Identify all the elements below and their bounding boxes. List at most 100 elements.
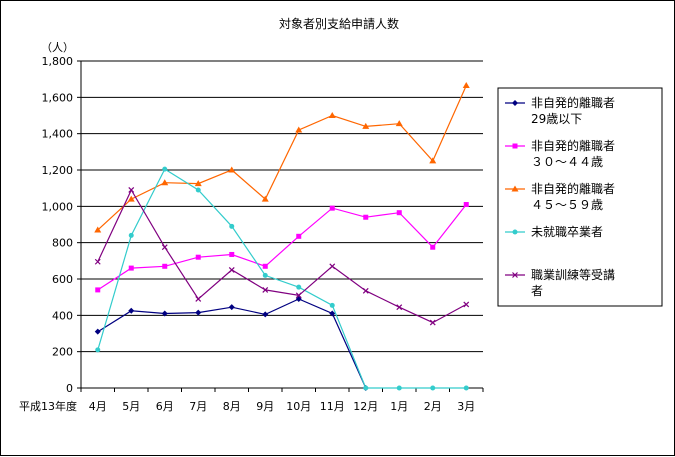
data-point-series-4 — [262, 272, 268, 278]
data-point-series-5 — [429, 319, 436, 326]
data-point-series-4 — [296, 284, 302, 290]
legend-label: 未就職卒業者 — [531, 225, 603, 239]
data-point-series-5 — [161, 244, 168, 251]
data-point-series-1 — [94, 328, 101, 335]
data-point-series-5 — [362, 287, 369, 294]
legend-marker-2 — [512, 143, 518, 149]
y-tick-label: 1,200 — [42, 164, 74, 177]
x-tick-label: 6月 — [156, 400, 174, 413]
y-tick-label: 1,400 — [42, 128, 74, 141]
x-tick-label: 3月 — [457, 400, 475, 413]
data-point-series-2 — [229, 251, 235, 257]
series-line-3 — [97, 85, 467, 231]
data-point-series-3 — [395, 120, 403, 127]
legend-label: ４５～５９歳 — [531, 198, 603, 212]
x-tick-label: 8月 — [223, 400, 241, 413]
data-point-series-5 — [262, 286, 269, 293]
data-point-series-3 — [161, 179, 169, 186]
y-axis-unit-label: （人） — [41, 41, 74, 54]
y-tick-label: 200 — [52, 346, 73, 359]
x-tick-label: 11月 — [320, 400, 345, 413]
y-tick-label: 1,000 — [42, 200, 74, 213]
data-point-series-5 — [94, 258, 101, 265]
series-line-5 — [97, 188, 467, 324]
y-tick-label: 1,600 — [42, 91, 74, 104]
x-tick-label: 7月 — [189, 400, 207, 413]
series-line-1 — [97, 298, 367, 389]
data-point-series-1 — [161, 310, 168, 317]
data-point-series-2 — [329, 205, 335, 211]
y-tick-label: 400 — [52, 309, 73, 322]
data-point-series-2 — [396, 210, 402, 216]
data-point-series-3 — [261, 195, 269, 202]
x-tick-label: 12月 — [353, 400, 378, 413]
legend-box — [497, 87, 663, 307]
x-tick-label: 5月 — [122, 400, 140, 413]
data-point-series-3 — [194, 180, 202, 187]
data-point-series-5 — [195, 296, 202, 302]
data-point-series-1 — [329, 310, 336, 317]
legend-label: 非自発的離職者 — [531, 95, 615, 110]
legend-marker-4 — [512, 229, 518, 235]
data-point-series-4 — [363, 385, 369, 391]
data-point-series-4 — [396, 385, 402, 391]
data-point-series-5 — [396, 304, 403, 311]
data-point-series-1 — [195, 309, 202, 316]
data-point-series-2 — [162, 263, 168, 269]
data-point-series-5 — [295, 292, 302, 299]
data-point-series-4 — [162, 166, 168, 172]
legend-label: 者 — [531, 284, 543, 298]
data-point-series-3 — [328, 112, 336, 118]
data-point-series-4 — [128, 232, 134, 238]
data-point-series-5 — [128, 187, 135, 193]
y-tick-label: 0 — [66, 382, 73, 395]
data-point-series-3 — [429, 157, 437, 164]
data-point-series-4 — [430, 385, 436, 391]
legend-marker-5 — [512, 272, 518, 278]
data-point-series-3 — [94, 226, 102, 233]
data-point-series-1 — [262, 311, 269, 318]
x-tick-label: 2月 — [424, 400, 442, 413]
x-axis-prefix-label: 平成13年度 — [19, 399, 77, 413]
series-line-2 — [97, 204, 467, 291]
data-point-series-4 — [95, 347, 101, 353]
data-point-series-1 — [228, 304, 235, 311]
data-point-series-3 — [228, 166, 236, 173]
y-tick-label: 600 — [52, 273, 73, 286]
x-tick-label: 9月 — [256, 400, 274, 413]
x-tick-label: 1月 — [390, 400, 408, 413]
x-tick-label: 10月 — [286, 400, 311, 413]
data-point-series-2 — [296, 233, 302, 239]
legend-label: 職業訓練等受講 — [531, 267, 615, 282]
legend-label: 29歳以下 — [531, 112, 582, 126]
data-point-series-2 — [95, 287, 101, 293]
data-point-series-2 — [430, 244, 436, 250]
data-point-series-5 — [228, 266, 235, 273]
data-point-series-2 — [262, 263, 268, 269]
legend-marker-1 — [512, 100, 518, 106]
legend-label: 非自発的離職者 — [531, 181, 615, 196]
data-point-series-5 — [463, 301, 470, 308]
x-tick-label: 4月 — [89, 400, 107, 413]
data-point-series-4 — [463, 385, 469, 391]
data-point-series-3 — [295, 126, 303, 133]
data-point-series-1 — [128, 307, 135, 314]
data-point-series-2 — [363, 214, 369, 220]
data-point-series-3 — [127, 195, 135, 202]
data-point-series-3 — [362, 122, 370, 129]
data-point-series-4 — [329, 302, 335, 308]
chart-title: 対象者別支給申請人数 — [279, 16, 399, 31]
data-point-series-4 — [195, 187, 201, 193]
data-point-series-5 — [329, 263, 336, 270]
data-point-series-2 — [195, 254, 201, 260]
legend-label: ３０～４４歳 — [531, 155, 603, 169]
y-tick-label: 1,800 — [42, 55, 74, 68]
data-point-series-4 — [229, 223, 235, 229]
data-point-series-3 — [462, 82, 470, 89]
data-point-series-2 — [128, 265, 134, 271]
legend-label: 非自発的離職者 — [531, 138, 615, 153]
legend-marker-3 — [511, 185, 519, 192]
series-line-4 — [97, 168, 467, 389]
